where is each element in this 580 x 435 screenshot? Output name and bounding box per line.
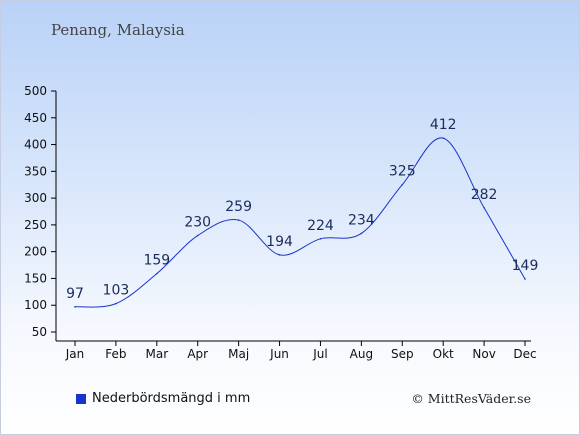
chart-axes (55, 91, 531, 342)
x-tick-label: Dec (513, 347, 536, 361)
data-point (237, 219, 240, 221)
location-title: Penang, Malaysia (51, 21, 185, 39)
data-label: 259 (225, 199, 252, 215)
y-tick-label: 150 (24, 271, 47, 285)
data-point (442, 137, 444, 139)
x-axis-ticks: Jan Feb Mar Apr Maj Jun Jul Aug Sep Okt Nov Dec (65, 341, 537, 361)
data-label: 282 (471, 187, 498, 203)
y-tick-label: 200 (24, 245, 47, 259)
data-point (483, 206, 485, 209)
x-tick-label: Nov (472, 347, 495, 361)
y-tick-label: 100 (24, 298, 47, 312)
data-point (196, 234, 199, 237)
data-label: 97 (66, 286, 84, 302)
data-label: 230 (184, 215, 211, 231)
data-label: 325 (389, 164, 416, 180)
data-label: 194 (266, 234, 293, 250)
data-label: 149 (512, 258, 539, 274)
x-tick-label: Jun (269, 347, 289, 361)
x-tick-label: Mar (145, 347, 168, 361)
y-tick-label: 400 (24, 138, 47, 152)
data-point (319, 238, 322, 240)
legend: Nederbördsmängd i mm (76, 391, 250, 406)
data-point (156, 272, 158, 275)
data-point (115, 302, 117, 305)
series-line-precipitation (74, 137, 526, 308)
y-tick-label: 350 (24, 164, 47, 178)
y-tick-label: 50 (32, 325, 47, 339)
x-tick-label: Jan (65, 347, 85, 361)
credit: © MittResVäder.se (411, 391, 531, 406)
x-tick-label: Apr (187, 347, 208, 361)
x-tick-label: Aug (350, 347, 373, 361)
legend-swatch (76, 393, 86, 404)
data-label: 412 (430, 117, 457, 133)
data-label: 103 (103, 283, 130, 299)
y-tick-label: 500 (24, 84, 47, 98)
y-tick-label: 300 (24, 191, 47, 205)
x-tick-label: Okt (433, 347, 454, 361)
data-point (524, 278, 526, 280)
y-tick-label: 250 (24, 218, 47, 232)
data-point (360, 232, 363, 235)
y-axis-ticks: 50 100 150 200 250 300 350 400 450 500 (24, 84, 56, 339)
legend-label: Nederbördsmängd i mm (92, 391, 251, 406)
x-tick-label: Jul (312, 347, 327, 361)
x-tick-label: Feb (105, 347, 126, 361)
x-tick-label: Maj (228, 347, 249, 361)
y-tick-label: 450 (24, 111, 47, 125)
data-label: 224 (307, 218, 334, 234)
data-point (74, 306, 76, 308)
data-labels: 97 103 159 230 259 194 224 234 325 412 282 149 (66, 117, 538, 302)
series-layer (74, 137, 526, 308)
data-point (401, 183, 404, 186)
data-label: 159 (143, 253, 170, 269)
data-label: 234 (348, 212, 375, 228)
x-tick-label: Sep (391, 347, 414, 361)
data-point (278, 254, 281, 256)
